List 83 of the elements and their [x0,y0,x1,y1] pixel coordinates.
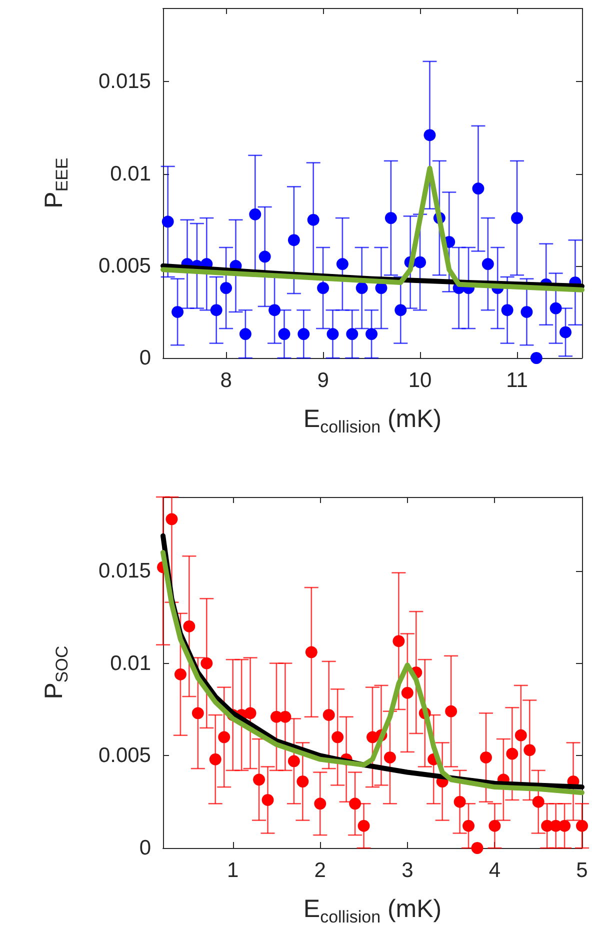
point [218,731,230,744]
point [558,820,571,832]
y-tick-label: 0.005 [98,254,151,278]
point [462,820,475,832]
point [192,707,204,720]
x-tick-label: 3 [402,859,414,882]
point [358,820,370,832]
point [501,304,514,316]
point [424,129,436,142]
y-tick-label: 0.015 [98,559,151,582]
y-tick-label: 0.01 [110,162,151,186]
point [210,304,222,316]
point [560,326,572,338]
point [336,258,348,270]
point [307,214,320,226]
point [253,774,266,786]
x-tick-label: 9 [317,369,329,392]
point [244,707,256,720]
point [346,328,358,340]
point [511,212,524,224]
y-axis-title: PSOC [40,646,72,700]
point [366,328,378,340]
point [488,820,501,832]
x-tick-label: 4 [488,859,501,882]
point [288,234,300,246]
point [384,212,397,224]
y-tick-label: 0.01 [110,652,151,675]
point [524,744,536,756]
point [445,705,458,718]
x-tick-label: 5 [576,859,588,882]
point [394,304,407,316]
point [514,729,527,742]
y-tick-label: 0.005 [98,744,151,768]
y-tick-label: 0 [139,346,151,370]
point [296,775,309,788]
point [278,328,290,340]
x-tick-label: 8 [220,369,232,392]
point [298,328,310,340]
point [258,250,271,263]
point [392,635,405,648]
point [356,282,368,294]
point [183,620,196,632]
point [239,328,252,340]
point [220,282,232,294]
y-tick-label: 0 [139,836,151,860]
point [532,796,544,808]
point [268,304,281,316]
point [550,302,562,314]
point [305,646,318,658]
y-axis-title: PEEE [40,158,72,208]
point [349,798,362,810]
point [401,686,414,699]
y-tick-label: 0.015 [98,70,151,94]
point [166,513,178,526]
point [174,668,186,680]
point [520,306,533,318]
point [317,282,330,294]
point [471,842,484,854]
point [279,710,292,723]
x-tick-label: 2 [314,859,326,882]
point [172,306,184,318]
point [414,256,426,268]
point [472,182,484,195]
point [288,755,300,768]
point [326,328,339,340]
point [530,352,542,364]
point [332,731,344,744]
point [262,794,274,806]
point [506,748,518,760]
point [209,753,222,766]
point [454,796,466,808]
point [482,258,494,270]
point [384,751,396,764]
point [200,657,213,670]
point [162,216,174,228]
point [322,708,335,721]
x-tick-label: 11 [506,369,528,392]
point [576,820,588,832]
point [249,208,262,220]
x-tick-label: 10 [408,369,432,392]
point [314,798,326,810]
point [480,751,492,764]
x-tick-label: 1 [226,859,239,882]
